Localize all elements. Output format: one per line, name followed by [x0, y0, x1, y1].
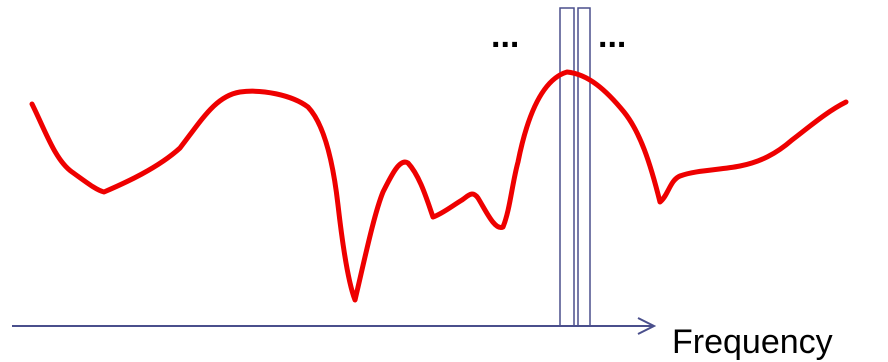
spectrum-curve	[29, 69, 849, 303]
left-ellipsis: ...	[491, 17, 519, 55]
frequency-bin-right	[577, 7, 591, 327]
frequency-bin-left	[559, 7, 575, 327]
right-ellipsis: ...	[598, 17, 626, 55]
frequency-axis-label: Frequency	[672, 323, 833, 361]
